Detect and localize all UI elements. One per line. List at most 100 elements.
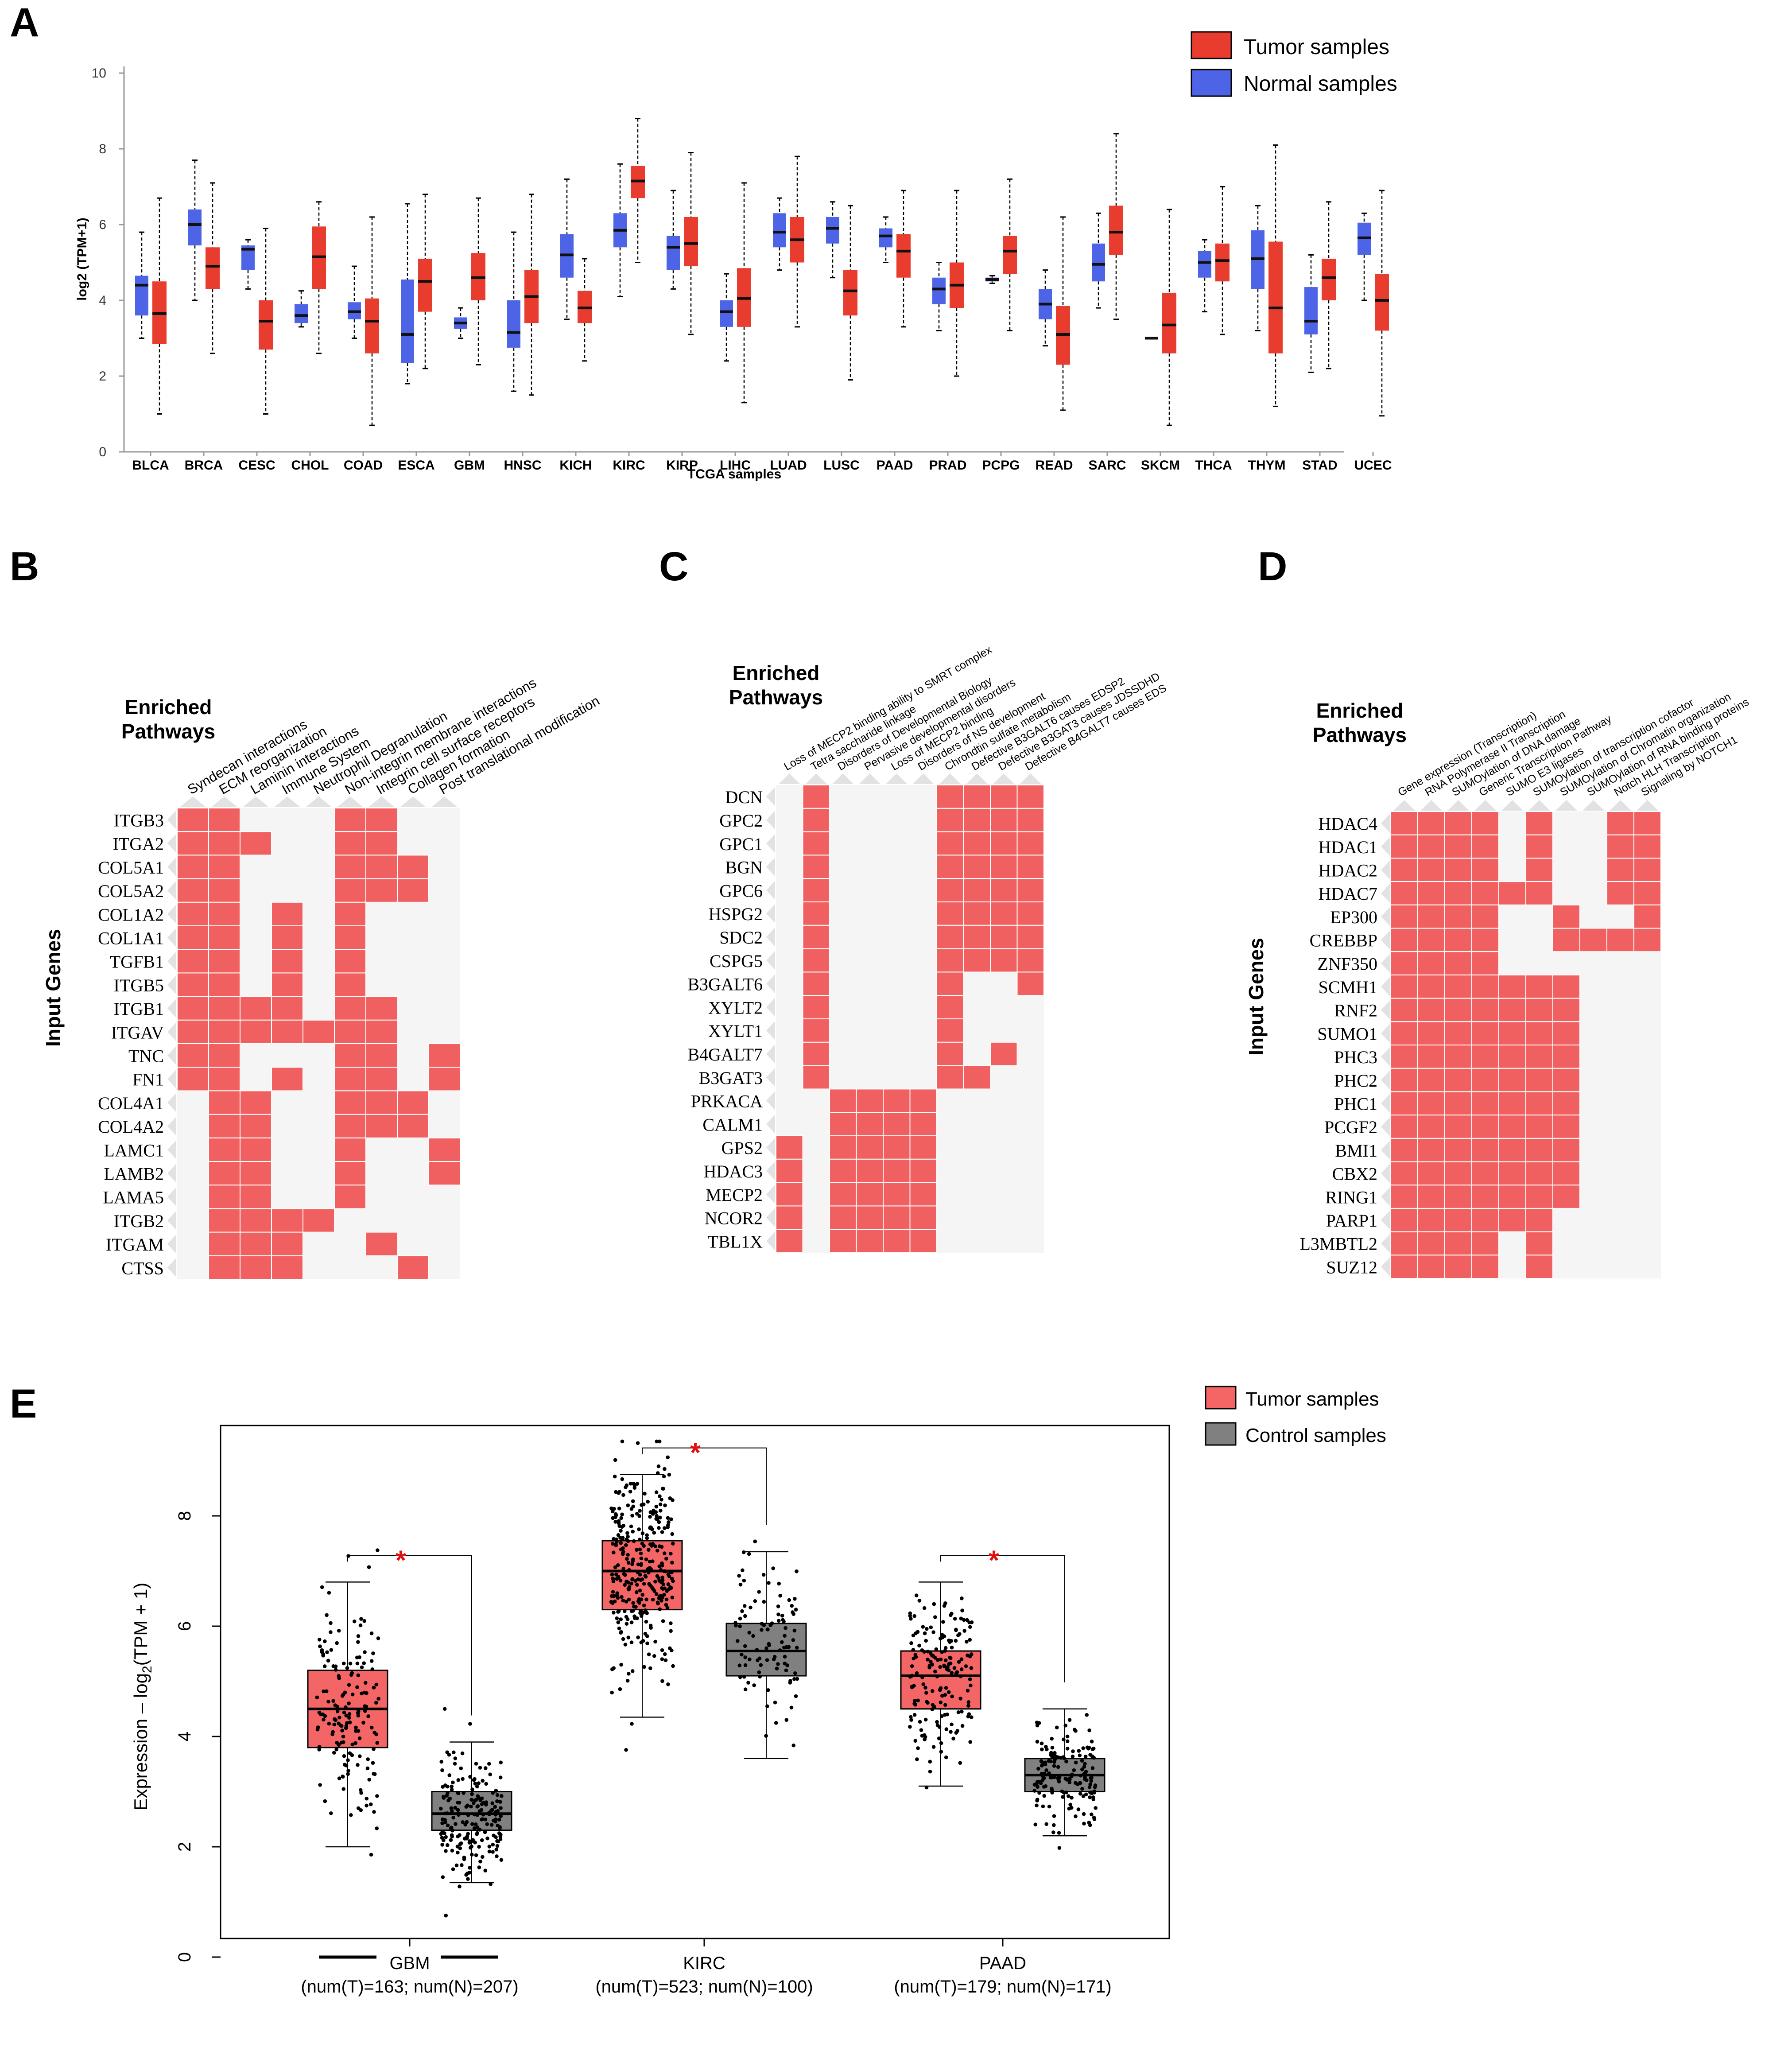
e-data-point [915, 1757, 919, 1761]
e-data-point [648, 1559, 652, 1564]
e-data-point [329, 1648, 334, 1652]
e-data-point [1065, 1739, 1070, 1744]
e-data-point [950, 1694, 954, 1698]
heatmap-cell [177, 901, 209, 927]
e-data-point [356, 1673, 361, 1678]
e-xtick-label: KIRC [683, 1954, 725, 1973]
e-data-point [670, 1532, 675, 1536]
a-xtick-label: BRCA [185, 458, 223, 473]
heatmap-cell [1390, 1185, 1418, 1209]
e-data-point [761, 1573, 766, 1577]
gene-label: L3MBTL2 [1299, 1234, 1377, 1254]
heatmap-cell [240, 902, 272, 926]
gene-label: COL5A1 [98, 858, 164, 878]
e-data-point [450, 1787, 454, 1792]
a-xtick-label: UCEC [1354, 458, 1392, 473]
e-data-point [639, 1551, 643, 1556]
heatmap-cell [1606, 881, 1634, 905]
e-data-point [473, 1782, 477, 1786]
e-data-point [911, 1633, 915, 1638]
e-data-point [619, 1663, 623, 1667]
e-data-point [746, 1681, 750, 1685]
row-marker [1381, 1140, 1390, 1160]
e-data-point [666, 1582, 671, 1586]
e-data-point [621, 1536, 625, 1540]
heatmap-cell [829, 1158, 857, 1183]
e-data-point [950, 1670, 954, 1675]
heatmap-cell [271, 1255, 303, 1280]
heatmap-cell [1417, 951, 1445, 975]
e-data-point [653, 1544, 657, 1548]
e-data-point [481, 1779, 485, 1783]
heatmap-cell [802, 925, 830, 949]
e-data-point [337, 1715, 341, 1720]
heatmap-cell [1017, 1182, 1044, 1206]
heatmap-cell [963, 808, 991, 832]
e-data-point [369, 1659, 374, 1663]
e-data-point [613, 1474, 617, 1479]
heatmap-cell [1633, 811, 1661, 835]
e-data-point [913, 1739, 918, 1743]
column-marker [368, 796, 395, 807]
e-data-point [498, 1775, 503, 1779]
e-data-point [468, 1722, 472, 1726]
heatmap-cell [1017, 1065, 1044, 1089]
e-data-point [949, 1613, 953, 1617]
e-data-point [348, 1661, 353, 1666]
heatmap-cell [303, 1208, 335, 1233]
a-ytick-label: 10 [92, 66, 106, 81]
heatmap-cell [1390, 858, 1418, 882]
e-data-point [352, 1619, 357, 1624]
heatmap-cell [1552, 928, 1580, 952]
heatmap-cell [1016, 785, 1044, 809]
heatmap-cell [303, 902, 334, 926]
e-data-point [1059, 1756, 1063, 1760]
gene-label: ITGB3 [114, 810, 164, 830]
heatmap-cell [830, 831, 857, 855]
e-data-point [1050, 1745, 1055, 1750]
e-data-point [493, 1819, 497, 1824]
gene-label: SUZ12 [1326, 1257, 1377, 1277]
e-data-point [1061, 1795, 1065, 1799]
heatmap-cell [1444, 1021, 1472, 1046]
heatmap-cell [1580, 835, 1607, 858]
heatmap-cell [177, 972, 209, 997]
e-data-point [497, 1831, 501, 1835]
a-box [720, 300, 733, 327]
e-data-point [954, 1628, 958, 1632]
heatmap-cell [334, 1067, 366, 1092]
heatmap-cell [937, 1136, 964, 1159]
heatmap-cell [802, 1065, 830, 1090]
heatmap-cell [271, 901, 303, 927]
a-box [1304, 287, 1318, 334]
e-data-point [369, 1853, 373, 1857]
e-data-point [912, 1656, 916, 1661]
a-box [206, 247, 220, 289]
heatmap-cell [910, 855, 937, 879]
heatmap-cell [776, 785, 803, 808]
heatmap-cell [1444, 811, 1472, 835]
e-data-point [457, 1801, 462, 1805]
e-data-point [619, 1630, 624, 1634]
heatmap-cell [1016, 925, 1044, 949]
e-data-point [360, 1691, 364, 1696]
e-data-point [638, 1573, 642, 1577]
heatmap-cell [963, 1136, 990, 1159]
e-data-point [960, 1608, 964, 1612]
heatmap-cell [1607, 1115, 1634, 1138]
heatmap-cell [936, 971, 964, 996]
heatmap-cell [1417, 1185, 1445, 1209]
e-data-point [927, 1665, 931, 1670]
e-data-point [644, 1610, 648, 1615]
heatmap-cell [208, 949, 240, 974]
heatmap-cell [1580, 1185, 1607, 1208]
e-data-point [342, 1754, 346, 1758]
e-data-point [912, 1614, 917, 1618]
e-data-point [446, 1784, 450, 1789]
panel-d-letter: D [1258, 544, 1287, 589]
heatmap-cell [1552, 1138, 1580, 1162]
heatmap-cell [1552, 998, 1580, 1022]
e-data-point [1050, 1736, 1054, 1741]
heatmap-cell [1498, 1208, 1526, 1232]
